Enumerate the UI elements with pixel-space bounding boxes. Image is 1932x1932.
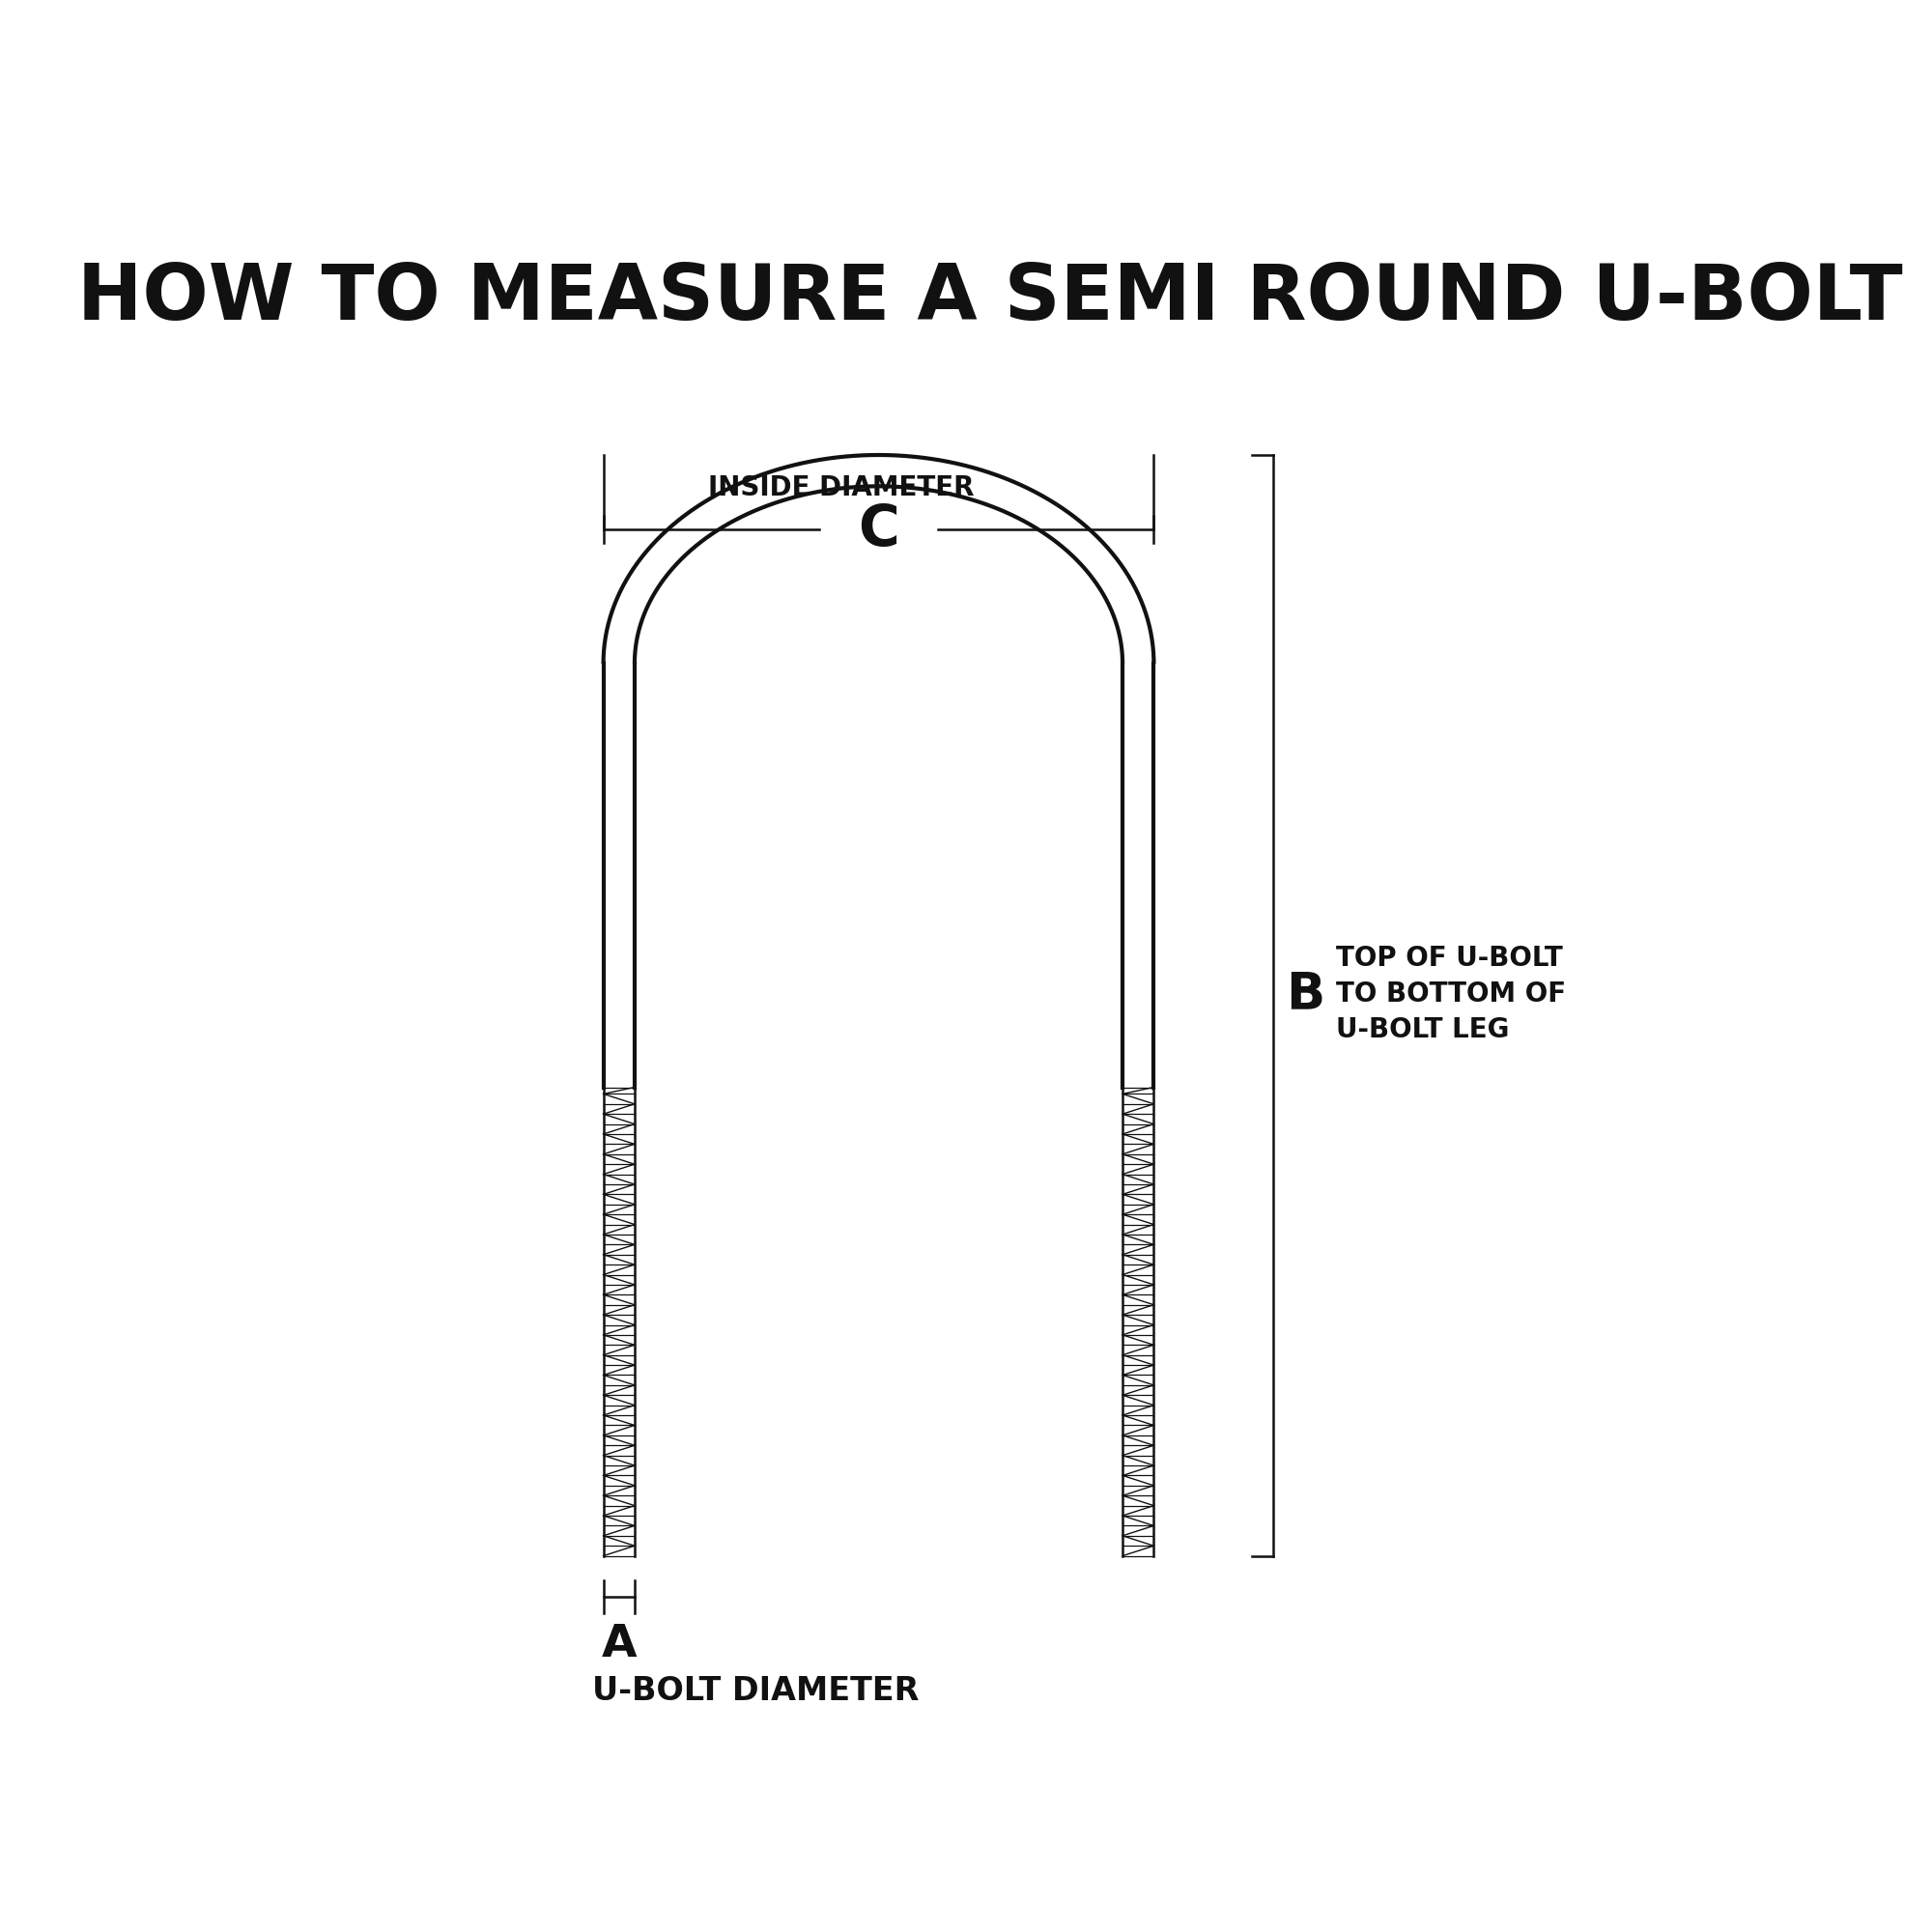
Text: A: A [601, 1623, 638, 1665]
Text: INSIDE DIAMETER: INSIDE DIAMETER [709, 473, 974, 500]
Text: U-BOLT DIAMETER: U-BOLT DIAMETER [593, 1675, 920, 1706]
Text: B: B [1287, 970, 1325, 1020]
Text: HOW TO MEASURE A SEMI ROUND U-BOLT: HOW TO MEASURE A SEMI ROUND U-BOLT [77, 261, 1903, 336]
Text: TOP OF U-BOLT
TO BOTTOM OF
U-BOLT LEG: TOP OF U-BOLT TO BOTTOM OF U-BOLT LEG [1337, 945, 1567, 1043]
Text: C: C [858, 502, 898, 556]
